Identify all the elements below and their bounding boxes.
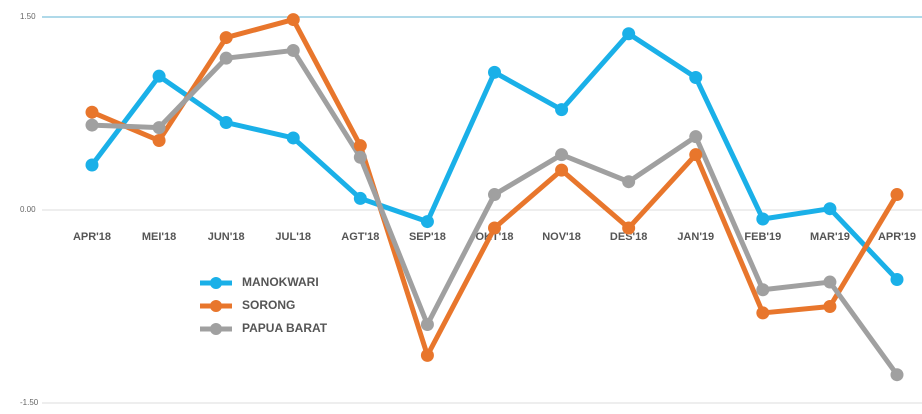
series-marker — [353, 150, 367, 164]
y-tick-label: -1.50 — [20, 398, 39, 407]
series-marker — [689, 70, 703, 84]
series-marker — [622, 175, 636, 189]
series-marker — [890, 368, 904, 382]
series-marker — [555, 103, 569, 117]
series-marker — [85, 118, 99, 132]
series-marker — [85, 105, 99, 119]
series-marker — [353, 191, 367, 205]
y-tick-label: 0.00 — [20, 205, 36, 214]
series-marker — [622, 221, 636, 235]
series-marker — [823, 202, 837, 216]
legend-marker — [210, 323, 222, 335]
series-marker — [85, 158, 99, 172]
series-marker — [689, 148, 703, 162]
x-tick-label: JUL'18 — [275, 231, 311, 243]
x-tick-label: MAR'19 — [810, 231, 850, 243]
series-marker — [353, 139, 367, 153]
x-tick-label: JUN'18 — [208, 231, 245, 243]
x-tick-label: OKT'18 — [475, 231, 513, 243]
series-marker — [286, 43, 300, 57]
series-marker — [219, 31, 233, 45]
series-marker — [152, 121, 166, 135]
series-marker — [286, 13, 300, 27]
series-marker — [286, 131, 300, 145]
series-marker — [152, 69, 166, 83]
x-tick-label: NOV'18 — [542, 231, 581, 243]
series-marker — [420, 318, 434, 332]
series-marker — [152, 134, 166, 148]
series-marker — [219, 51, 233, 65]
series-marker — [622, 27, 636, 41]
series-marker — [555, 148, 569, 162]
x-tick-label: SEP'18 — [409, 231, 446, 243]
series-marker — [488, 221, 501, 235]
series-marker — [219, 116, 233, 130]
series-marker — [890, 272, 904, 286]
legend-label: PAPUA BARAT — [242, 321, 328, 335]
series-marker — [756, 306, 770, 320]
x-tick-label: DES'18 — [610, 231, 647, 243]
legend-label: SORONG — [242, 298, 295, 312]
series-marker — [488, 65, 501, 79]
x-tick-label: APR'19 — [878, 231, 916, 243]
series-marker — [823, 275, 837, 289]
series-marker — [420, 215, 434, 229]
series-marker — [823, 300, 837, 313]
x-tick-label: AGT'18 — [341, 231, 379, 243]
y-tick-label: 1.50 — [20, 12, 36, 21]
x-tick-label: APR'18 — [73, 231, 111, 243]
series-marker — [890, 188, 904, 202]
x-tick-label: FEB'19 — [744, 231, 781, 243]
legend-label: MANOKWARI — [242, 275, 319, 289]
series-marker — [689, 130, 703, 144]
series-marker — [756, 283, 770, 297]
series-marker — [756, 212, 770, 226]
x-tick-label: MEI'18 — [142, 231, 176, 243]
legend-marker — [210, 300, 222, 312]
x-tick-label: JAN'19 — [677, 231, 714, 243]
series-marker — [555, 163, 569, 177]
legend-marker — [210, 277, 222, 289]
series-marker — [420, 348, 434, 362]
series-marker — [488, 188, 501, 202]
